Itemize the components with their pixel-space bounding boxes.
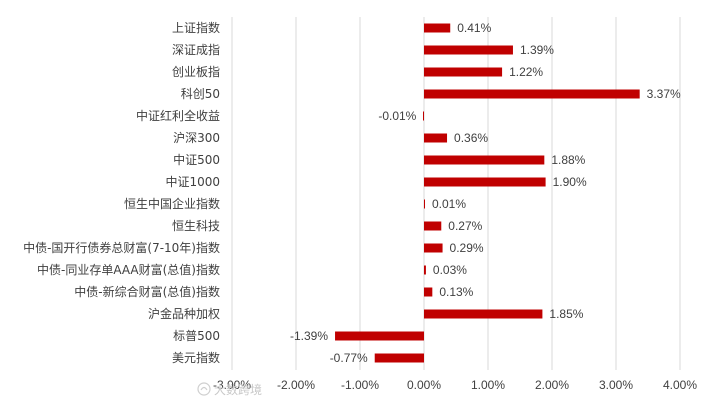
bar bbox=[424, 221, 442, 231]
data-label: 1.88% bbox=[551, 153, 585, 167]
watermark: 大数跨境 bbox=[197, 382, 262, 397]
data-label: 0.41% bbox=[457, 21, 491, 35]
x-tick-label: 0.00% bbox=[407, 378, 441, 392]
data-label: 0.29% bbox=[450, 241, 484, 255]
x-tick-label: -2.00% bbox=[277, 378, 315, 392]
x-tick-label: 3.00% bbox=[599, 378, 633, 392]
category-label: 深证成指 bbox=[172, 42, 220, 57]
x-tick-label: -3.00% bbox=[213, 378, 251, 392]
data-labels: 0.41% 1.39% 1.22% 3.37% -0.01% 0.36% 1.88% 1.90… bbox=[290, 21, 681, 365]
data-label: 3.37% bbox=[647, 87, 681, 101]
x-tick-label: 1.00% bbox=[471, 378, 505, 392]
bar bbox=[424, 89, 640, 99]
category-label: 恒生科技 bbox=[172, 219, 220, 233]
bar bbox=[335, 331, 424, 341]
category-label: 中债-同业存单AAA财富(总值)指数 bbox=[37, 262, 220, 277]
data-label: 1.22% bbox=[509, 65, 543, 79]
data-label: 0.36% bbox=[454, 131, 488, 145]
x-tick-label: 2.00% bbox=[535, 378, 569, 392]
x-tick-labels: -3.00% -2.00% -1.00% 0.00% 1.00% 2.00% 3.00% 4.… bbox=[213, 378, 697, 392]
category-label: 创业板指 bbox=[172, 64, 220, 79]
category-label: 中证500 bbox=[173, 152, 220, 167]
watermark-text: 大数跨境 bbox=[214, 382, 262, 397]
data-label: 1.85% bbox=[549, 307, 583, 321]
bar bbox=[424, 155, 545, 165]
watermark-logo-icon bbox=[197, 382, 211, 396]
bar bbox=[424, 67, 503, 77]
category-label: 中证红利全收益 bbox=[136, 108, 220, 123]
category-label: 恒生中国企业指数 bbox=[124, 196, 220, 211]
data-label: 0.13% bbox=[439, 285, 473, 299]
data-label: 0.03% bbox=[433, 263, 467, 277]
category-label: 沪深300 bbox=[173, 131, 220, 145]
bar bbox=[424, 287, 433, 297]
x-tick-label: 4.00% bbox=[663, 378, 697, 392]
bar bbox=[424, 243, 443, 253]
category-label: 标普500 bbox=[173, 329, 220, 343]
bar bbox=[374, 353, 424, 363]
data-label: 1.90% bbox=[553, 175, 587, 189]
bar bbox=[424, 23, 451, 33]
data-label: 0.01% bbox=[432, 197, 466, 211]
bars bbox=[335, 23, 640, 363]
bar bbox=[424, 133, 448, 143]
category-label: 沪金品种加权 bbox=[148, 306, 220, 321]
category-label: 美元指数 bbox=[172, 350, 220, 365]
bar bbox=[424, 309, 543, 319]
category-label: 中债-国开行债券总财富(7-10年)指数 bbox=[23, 240, 220, 255]
data-label: -1.39% bbox=[290, 329, 328, 343]
bar bbox=[424, 265, 426, 275]
data-label: 0.27% bbox=[448, 219, 482, 233]
category-label: 上证指数 bbox=[172, 20, 220, 35]
x-tick-label: -1.00% bbox=[341, 378, 379, 392]
data-label: -0.77% bbox=[330, 351, 368, 365]
bar bbox=[424, 45, 513, 55]
category-label: 中债-新综合财富(总值)指数 bbox=[74, 284, 220, 299]
bar bbox=[424, 177, 546, 187]
category-label: 科创50 bbox=[181, 87, 220, 101]
data-label: -0.01% bbox=[378, 109, 416, 123]
bar bbox=[423, 111, 424, 121]
category-label: 中证1000 bbox=[165, 174, 220, 189]
bar bbox=[424, 199, 425, 209]
data-label: 1.39% bbox=[520, 43, 554, 57]
